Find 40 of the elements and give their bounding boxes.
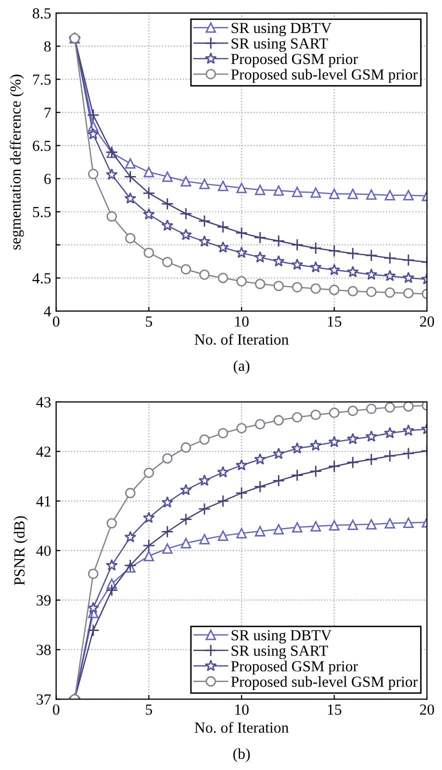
text: (a) — [234, 360, 250, 374]
legend-label: SR using SART — [232, 646, 328, 660]
y-tick-label: 7.5 — [33, 74, 51, 85]
y-tick-label: 40 — [36, 546, 51, 556]
legend-label: Proposed sub-level GSM prior — [231, 676, 418, 690]
x-tick-label: 10 — [235, 704, 249, 715]
y-axis-title: PSNR (dB) — [14, 516, 28, 586]
y-tick-label: 8 — [44, 41, 51, 52]
x-tick-label: 5 — [146, 704, 152, 715]
x-tick-label: 0 — [52, 316, 60, 327]
x-tick-label: 15 — [328, 704, 342, 715]
y-tick-label: 43 — [36, 397, 51, 408]
y-axis-title: segmentation defference (%) — [10, 74, 24, 250]
legend-label: SR using SART — [232, 38, 328, 52]
y-tick-label: 38 — [36, 644, 51, 656]
x-axis-title: No. of Iteration — [194, 722, 289, 733]
y-tick-label: 4 — [44, 306, 52, 316]
y-tick-label: 8.5 — [32, 8, 51, 19]
text: (b) — [233, 748, 250, 762]
legend-label: SR using DBTV — [232, 22, 332, 36]
y-tick-label: 42 — [36, 446, 50, 457]
x-tick-label: 0 — [52, 704, 60, 715]
legend-label: Proposed GSM prior — [231, 53, 358, 68]
x-tick-label: 10 — [235, 316, 249, 327]
y-tick-label: 41 — [36, 496, 50, 506]
y-tick-label: 39 — [36, 595, 51, 606]
y-tick-label: 6.5 — [32, 140, 51, 152]
legend-label: Proposed sub-level GSM prior — [231, 68, 418, 83]
y-tick-label: 7 — [44, 108, 51, 118]
y-tick-label: 6 — [44, 174, 51, 184]
x-tick-label: 20 — [420, 316, 434, 327]
x-tick-label: 5 — [146, 316, 152, 327]
y-tick-label: 5.5 — [33, 207, 51, 218]
x-axis-title: No. of Iteration — [194, 334, 289, 345]
legend-label: SR using DBTV — [232, 630, 332, 644]
x-tick-label: 15 — [328, 316, 342, 327]
y-tick-label: 37 — [36, 694, 51, 705]
y-tick-label: 4.5 — [32, 273, 51, 284]
x-tick-label: 20 — [420, 704, 434, 715]
legend-label: Proposed GSM prior — [231, 660, 358, 675]
